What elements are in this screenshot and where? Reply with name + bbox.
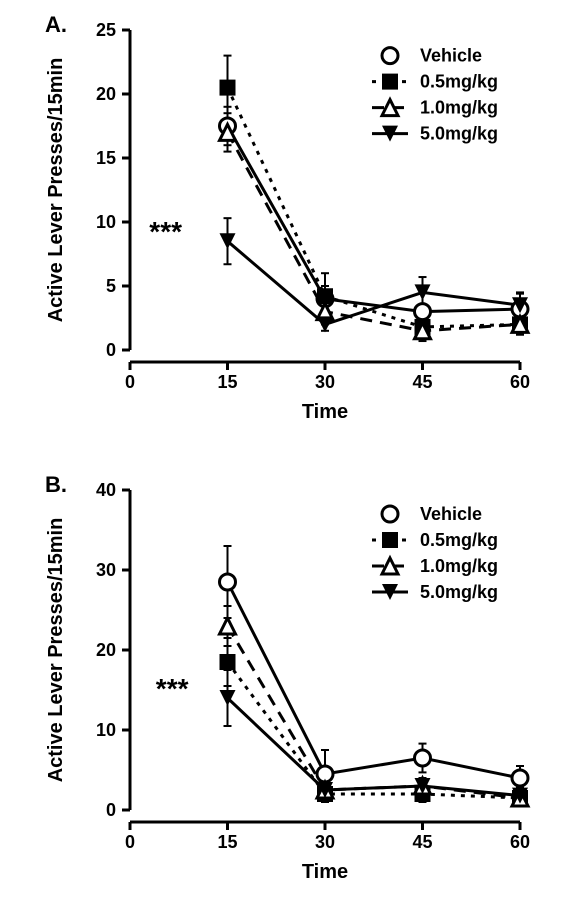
svg-text:A.: A. [45, 12, 67, 37]
svg-text:1.0mg/kg: 1.0mg/kg [420, 98, 498, 118]
chart-b: 0 15 30 45 60 0 10 20 30 40 Time Active Lever Press… [40, 470, 540, 890]
svg-text:15: 15 [96, 148, 116, 168]
svg-text:Active Lever Presses/15min: Active Lever Presses/15min [45, 58, 67, 323]
svg-text:45: 45 [412, 832, 432, 852]
svg-text:5.0mg/kg: 5.0mg/kg [420, 582, 498, 602]
svg-text:20: 20 [96, 640, 116, 660]
svg-text:5.0mg/kg: 5.0mg/kg [420, 124, 498, 144]
panel-b: 0 15 30 45 60 0 10 20 30 40 Time Active Lever Press… [40, 470, 540, 890]
svg-text:30: 30 [315, 372, 335, 392]
svg-text:1.0mg/kg: 1.0mg/kg [420, 556, 498, 576]
svg-text:***: *** [149, 216, 182, 247]
svg-text:40: 40 [96, 480, 116, 500]
svg-text:Time: Time [302, 861, 348, 883]
svg-text:0: 0 [125, 372, 135, 392]
svg-text:25: 25 [96, 20, 116, 40]
svg-text:5: 5 [106, 276, 116, 296]
svg-text:Vehicle: Vehicle [420, 46, 482, 66]
svg-text:0: 0 [106, 340, 116, 360]
svg-text:60: 60 [510, 372, 530, 392]
svg-text:10: 10 [96, 212, 116, 232]
panel-a: 0 15 30 45 60 0 5 10 15 20 25 Time Active Lever Pres… [40, 10, 540, 430]
svg-text:45: 45 [412, 372, 432, 392]
svg-text:0: 0 [106, 800, 116, 820]
svg-text:0: 0 [125, 832, 135, 852]
svg-text:30: 30 [96, 560, 116, 580]
svg-text:Vehicle: Vehicle [420, 504, 482, 524]
svg-text:B.: B. [45, 472, 67, 497]
svg-text:***: *** [156, 673, 189, 704]
svg-text:60: 60 [510, 832, 530, 852]
svg-text:15: 15 [217, 372, 237, 392]
svg-text:30: 30 [315, 832, 335, 852]
svg-text:15: 15 [217, 832, 237, 852]
chart-a: 0 15 30 45 60 0 5 10 15 20 25 Time Active Lever Pres… [40, 10, 540, 430]
figure-page: 0 15 30 45 60 0 5 10 15 20 25 Time Active Lever Pres… [0, 0, 571, 909]
svg-text:Active Lever Presses/15min: Active Lever Presses/15min [45, 518, 67, 783]
svg-text:0.5mg/kg: 0.5mg/kg [420, 530, 498, 550]
svg-text:20: 20 [96, 84, 116, 104]
svg-text:10: 10 [96, 720, 116, 740]
svg-text:Time: Time [302, 401, 348, 423]
svg-text:0.5mg/kg: 0.5mg/kg [420, 72, 498, 92]
